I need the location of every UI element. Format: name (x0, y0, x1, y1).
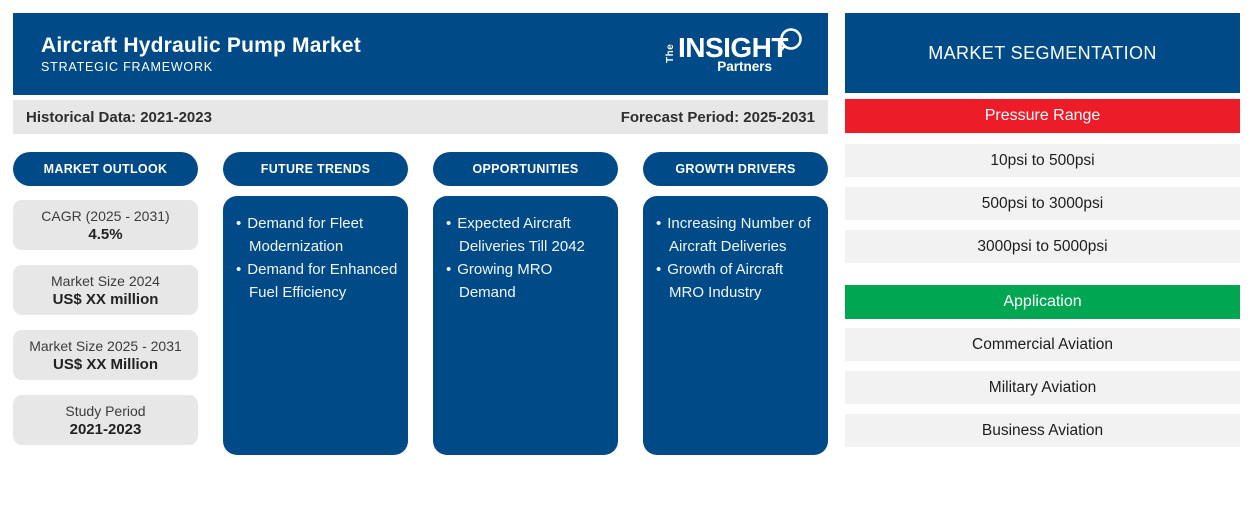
report-header: Aircraft Hydraulic Pump Market STRATEGIC… (13, 13, 828, 95)
stat-value: US$ XX Million (52, 355, 158, 373)
segment-group-application: Application (845, 285, 1240, 319)
growth-drivers-list: Increasing Number of Aircraft Deliveries… (656, 212, 818, 304)
segmentation-title: MARKET SEGMENTATION (845, 13, 1240, 93)
stat-card-market-size-forecast: Market Size 2025 - 2031 US$ XX Million (13, 330, 198, 380)
historical-data-label: Historical Data: 2021-2023 (26, 108, 212, 126)
stat-value: 4.5% (88, 225, 123, 243)
segment-item: 500psi to 3000psi (845, 187, 1240, 220)
column-market-outlook: MARKET OUTLOOK CAGR (2025 - 2031) 4.5% M… (13, 152, 198, 455)
segment-item: Business Aviation (845, 414, 1240, 447)
column-future-trends: FUTURE TRENDS Demand for Fleet Moderniza… (223, 152, 408, 455)
segment-group-pressure-range: Pressure Range (845, 99, 1240, 133)
list-item: Expected Aircraft Deliveries Till 2042 (446, 212, 608, 258)
market-outlook-pill: MARKET OUTLOOK (13, 152, 198, 186)
stat-label: CAGR (2025 - 2031) (41, 207, 170, 224)
stat-label: Study Period (65, 402, 146, 419)
list-item: Growth of Aircraft MRO Industry (656, 258, 818, 304)
opportunities-box: Expected Aircraft Deliveries Till 2042 G… (433, 196, 618, 455)
magnifier-circle-icon (777, 28, 802, 54)
logo-the-text: The (664, 43, 676, 63)
stat-value: 2021-2023 (69, 420, 142, 438)
stat-card-cagr: CAGR (2025 - 2031) 4.5% (13, 200, 198, 250)
segment-item: Commercial Aviation (845, 328, 1240, 361)
stat-card-market-size-2024: Market Size 2024 US$ XX million (13, 265, 198, 315)
column-opportunities: OPPORTUNITIES Expected Aircraft Deliveri… (433, 152, 618, 455)
segment-item: 10psi to 500psi (845, 144, 1240, 177)
growth-drivers-pill: GROWTH DRIVERS (643, 152, 828, 186)
opportunities-list: Expected Aircraft Deliveries Till 2042 G… (446, 212, 608, 304)
insight-partners-logo: The INSIGHT Partners (664, 28, 802, 74)
column-growth-drivers: GROWTH DRIVERS Increasing Number of Airc… (643, 152, 828, 455)
future-trends-list: Demand for Fleet Modernization Demand fo… (236, 212, 398, 304)
opportunities-pill: OPPORTUNITIES (433, 152, 618, 186)
market-segmentation-panel: MARKET SEGMENTATION Pressure Range 10psi… (845, 13, 1240, 447)
market-outlook-stats: CAGR (2025 - 2031) 4.5% Market Size 2024… (13, 200, 198, 445)
forecast-period-label: Forecast Period: 2025-2031 (620, 108, 815, 126)
page-title: Aircraft Hydraulic Pump Market (41, 34, 361, 57)
report-header-text: Aircraft Hydraulic Pump Market STRATEGIC… (41, 34, 361, 74)
list-item: Demand for Fleet Modernization (236, 212, 398, 258)
logo-insight-text: INSIGHT (677, 32, 789, 63)
future-trends-pill: FUTURE TRENDS (223, 152, 408, 186)
framework-region: Aircraft Hydraulic Pump Market STRATEGIC… (13, 13, 828, 455)
page-subtitle: STRATEGIC FRAMEWORK (41, 60, 213, 74)
list-item: Growing MRO Demand (446, 258, 608, 304)
list-item: Increasing Number of Aircraft Deliveries (656, 212, 818, 258)
future-trends-box: Demand for Fleet Modernization Demand fo… (223, 196, 408, 455)
stat-card-study-period: Study Period 2021-2023 (13, 395, 198, 445)
segment-item: 3000psi to 5000psi (845, 230, 1240, 263)
logo-partners-text: Partners (717, 59, 772, 74)
list-item: Demand for Enhanced Fuel Efficiency (236, 258, 398, 304)
logo-block: INSIGHT Partners (677, 28, 802, 74)
stat-value: US$ XX million (52, 290, 159, 308)
stat-label: Market Size 2024 (51, 272, 160, 289)
stat-label: Market Size 2025 - 2031 (29, 337, 182, 354)
period-bar: Historical Data: 2021-2023 Forecast Peri… (13, 100, 828, 134)
growth-drivers-box: Increasing Number of Aircraft Deliveries… (643, 196, 828, 455)
framework-columns: MARKET OUTLOOK CAGR (2025 - 2031) 4.5% M… (13, 152, 828, 455)
segment-item: Military Aviation (845, 371, 1240, 404)
